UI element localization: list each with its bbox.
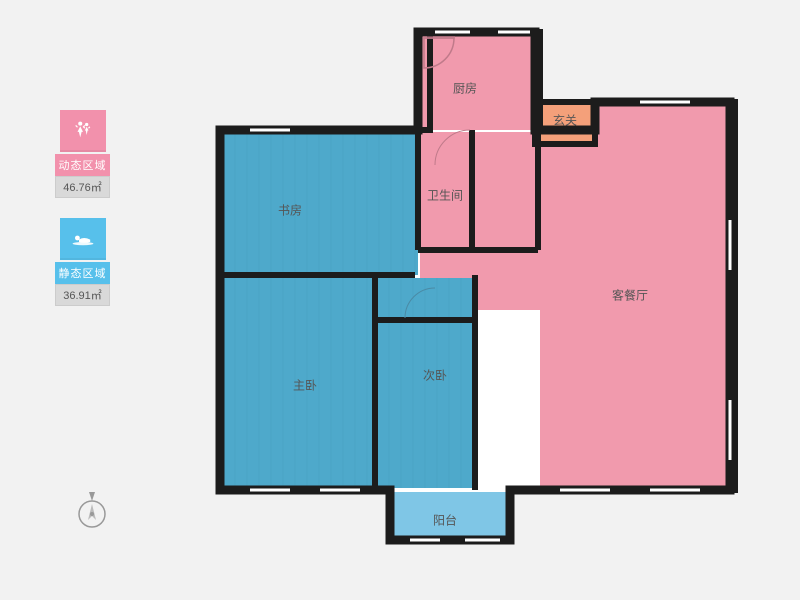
sleep-icon xyxy=(71,228,95,248)
legend-dynamic-title: 动态区域 xyxy=(55,154,110,176)
room-label-客餐厅: 客餐厅 xyxy=(612,287,648,304)
floorplan: 厨房玄关卫生间书房客餐厅主卧 次卧阳台 xyxy=(210,20,740,580)
legend-static-value: 36.91㎡ xyxy=(55,284,110,306)
people-icon xyxy=(72,119,94,141)
room-label-厨房: 厨房 xyxy=(453,80,477,97)
room-label-卫生间: 卫生间 xyxy=(427,187,463,204)
legend-static: 静态区域 36.91㎡ xyxy=(55,218,110,306)
legend-panel: 动态区域 46.76㎡ 静态区域 36.91㎡ xyxy=(55,110,110,326)
room-label-主卧: 主卧 xyxy=(293,377,317,394)
room-label-阳台: 阳台 xyxy=(433,512,457,529)
floorplan-svg xyxy=(210,20,740,580)
legend-static-title: 静态区域 xyxy=(55,262,110,284)
room-label-次卧: 次卧 xyxy=(423,367,447,384)
legend-dynamic-iconbox xyxy=(60,110,106,152)
compass-icon xyxy=(75,490,109,535)
legend-dynamic: 动态区域 46.76㎡ xyxy=(55,110,110,198)
legend-static-iconbox xyxy=(60,218,106,260)
legend-dynamic-value: 46.76㎡ xyxy=(55,176,110,198)
room-label-玄关: 玄关 xyxy=(553,112,577,129)
room-label-书房: 书房 xyxy=(278,202,302,219)
